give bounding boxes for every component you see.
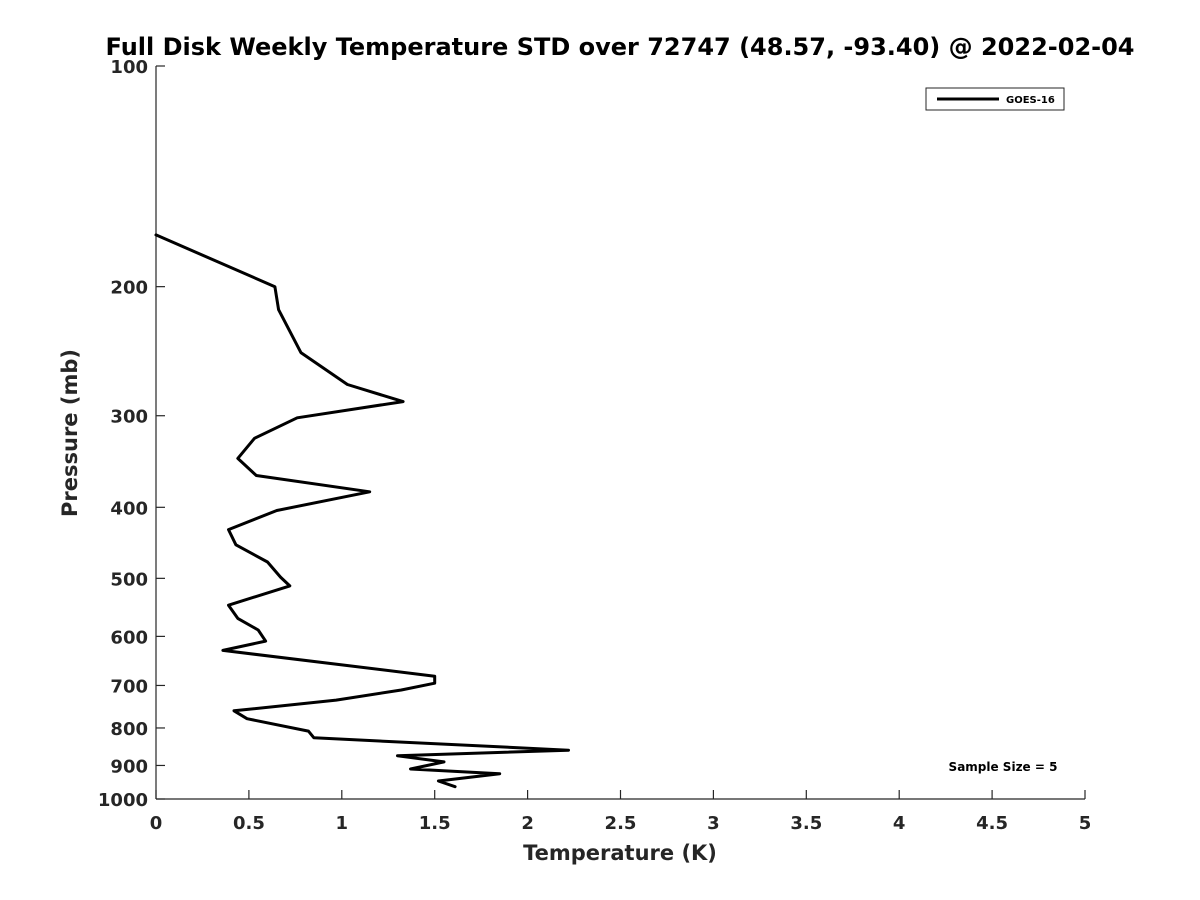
y-tick-label: 600 xyxy=(110,627,148,648)
chart-title: Full Disk Weekly Temperature STD over 72… xyxy=(106,33,1135,61)
x-tick-label: 1.5 xyxy=(419,813,451,834)
series-layer xyxy=(154,233,570,789)
y-axis-ticks: 100 200 300 400 500 600 700 800 900 1000 xyxy=(98,57,165,811)
y-tick-label: 700 xyxy=(110,676,148,697)
series-line-goes-16 xyxy=(154,233,570,789)
x-axis-label: Temperature (K) xyxy=(523,841,717,865)
y-tick-label: 100 xyxy=(110,57,148,78)
y-tick-label: 800 xyxy=(110,719,148,740)
legend: GOES-16 xyxy=(925,87,1065,111)
x-axis-ticks: 0 0.5 1 1.5 2 2.5 3 3.5 4 4.5 5 xyxy=(150,790,1092,834)
x-tick-label: 4 xyxy=(893,813,906,834)
x-tick-label: 1 xyxy=(336,813,349,834)
legend-entry-goes-16: GOES-16 xyxy=(1006,95,1055,106)
y-tick-label: 200 xyxy=(110,278,148,299)
x-tick-label: 5 xyxy=(1079,813,1092,834)
y-tick-label: 900 xyxy=(110,756,148,777)
x-tick-label: 2.5 xyxy=(605,813,637,834)
plot-area: 0 0.5 1 1.5 2 2.5 3 3.5 4 4.5 5 100 200 300 400 500 600… xyxy=(98,57,1091,834)
y-axis-label: Pressure (mb) xyxy=(58,349,82,517)
x-tick-label: 4.5 xyxy=(976,813,1008,834)
x-tick-label: 3.5 xyxy=(790,813,822,834)
x-tick-label: 2 xyxy=(521,813,534,834)
y-tick-label: 500 xyxy=(110,569,148,590)
y-tick-label: 400 xyxy=(110,498,148,519)
y-tick-label: 1000 xyxy=(98,790,148,811)
y-tick-label: 300 xyxy=(110,407,148,428)
x-tick-label: 3 xyxy=(707,813,720,834)
sample-size-annotation: Sample Size = 5 xyxy=(949,760,1058,774)
x-tick-label: 0 xyxy=(150,813,163,834)
x-tick-label: 0.5 xyxy=(233,813,265,834)
